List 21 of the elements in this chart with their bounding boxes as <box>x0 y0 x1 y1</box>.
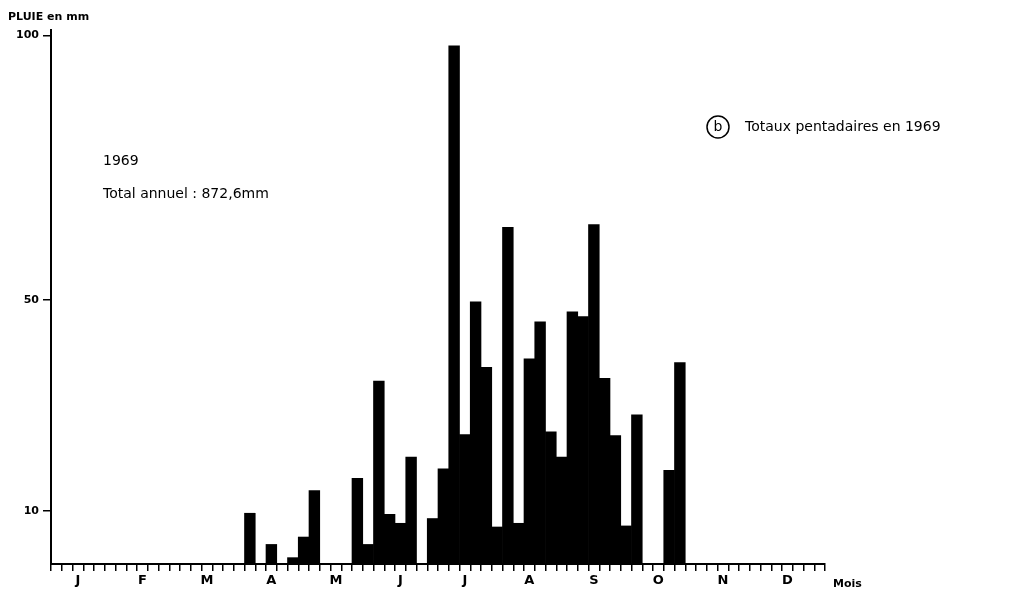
x-axis-title: Mois <box>833 576 863 590</box>
x-tick-label: J <box>396 572 403 588</box>
x-tick-label: M <box>200 572 214 588</box>
y-axis-title: PLUIE en mm <box>8 10 90 23</box>
annotation: b <box>713 117 723 134</box>
x-tick-label: O <box>652 572 664 588</box>
x-tick-label: A <box>266 572 277 588</box>
x-tick-label: N <box>717 572 729 588</box>
y-tick-label: 50 <box>23 292 40 306</box>
x-tick-label: D <box>781 572 793 588</box>
x-tick-label: J <box>74 572 81 588</box>
x-tick-label: A <box>524 572 535 588</box>
x-tick-label: S <box>589 572 599 588</box>
x-tick-label: M <box>329 572 343 588</box>
x-tick-label: J <box>461 572 468 588</box>
y-tick-label: 10 <box>23 503 40 517</box>
annotation: 1969 <box>103 151 139 168</box>
annotation: Total annuel : 872,6mm <box>102 184 269 201</box>
text: Totaux pentadaires en 1969 <box>744 117 941 134</box>
y-tick-label: 100 <box>16 28 40 42</box>
x-tick-label: F <box>137 572 147 588</box>
